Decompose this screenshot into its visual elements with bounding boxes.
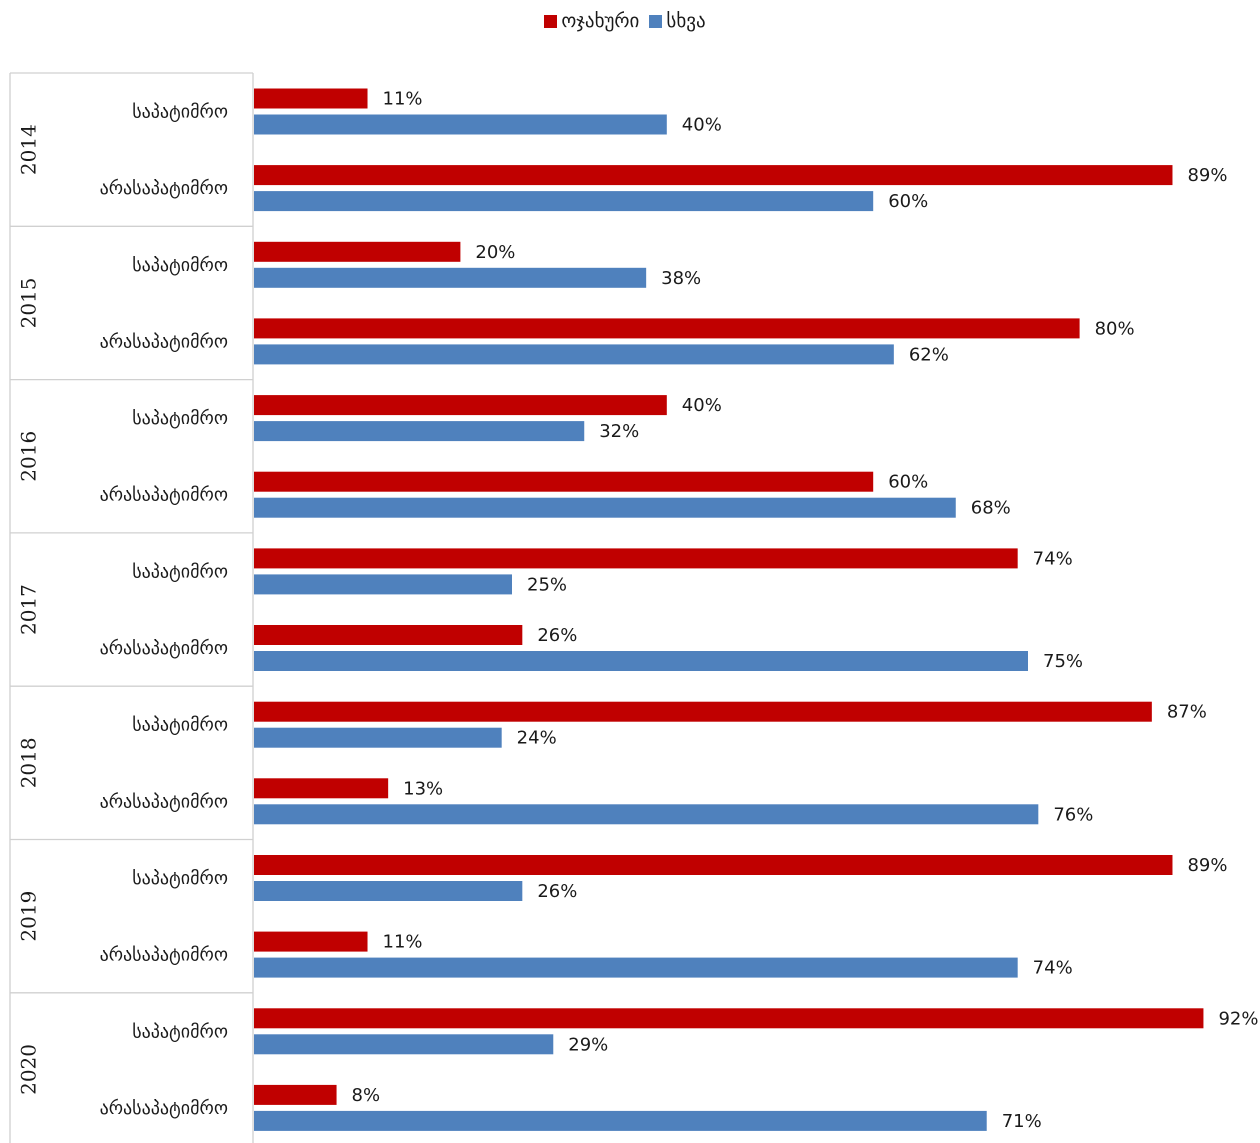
bar-family <box>254 1085 337 1105</box>
data-label: 62% <box>909 344 949 365</box>
data-label: 26% <box>537 625 577 646</box>
data-label: 89% <box>1187 165 1227 186</box>
subcategory-label: საპატიმრო <box>132 561 228 582</box>
year-label: 2020 <box>17 1044 41 1095</box>
bar-other <box>254 651 1028 671</box>
data-label: 76% <box>1053 804 1093 825</box>
bar-other <box>254 498 956 518</box>
year-label: 2019 <box>17 891 41 942</box>
bar-other <box>254 421 584 441</box>
subcategory-label: არასაპატიმრო <box>100 1098 228 1119</box>
bar-family <box>254 1008 1203 1028</box>
data-label: 71% <box>1002 1111 1042 1132</box>
data-label: 89% <box>1187 855 1227 876</box>
data-label: 75% <box>1043 651 1083 672</box>
bar-other <box>254 881 522 901</box>
bar-other <box>254 728 502 748</box>
data-label: 60% <box>888 191 928 212</box>
bar-family <box>254 242 460 262</box>
bar-family <box>254 472 873 492</box>
bar-family <box>254 778 388 798</box>
bar-family <box>254 855 1172 875</box>
bar-other <box>254 344 894 364</box>
bar-other <box>254 191 873 211</box>
bar-family <box>254 318 1080 338</box>
subcategory-label: არასაპატიმრო <box>100 178 228 199</box>
data-label: 20% <box>475 242 515 263</box>
bar-family <box>254 702 1152 722</box>
data-label: 74% <box>1033 958 1073 979</box>
data-label: 32% <box>599 421 639 442</box>
bar-other <box>254 1034 553 1054</box>
data-label: 11% <box>383 932 423 953</box>
bar-family <box>254 932 368 952</box>
subcategory-label: არასაპატიმრო <box>100 945 228 966</box>
data-label: 24% <box>517 728 557 749</box>
subcategory-label: საპატიმრო <box>132 255 228 276</box>
bar-other <box>254 115 667 135</box>
subcategory-label: საპატიმრო <box>132 102 228 123</box>
data-label: 80% <box>1095 318 1135 339</box>
data-label: 25% <box>527 574 567 595</box>
data-label: 60% <box>888 472 928 493</box>
data-label: 74% <box>1033 548 1073 569</box>
year-label: 2016 <box>17 431 41 482</box>
bar-family <box>254 548 1018 568</box>
bar-other <box>254 268 646 288</box>
data-label: 38% <box>661 268 701 289</box>
bar-family <box>254 165 1172 185</box>
subcategory-label: საპატიმრო <box>132 715 228 736</box>
data-label: 13% <box>403 778 443 799</box>
data-label: 8% <box>352 1085 381 1106</box>
bar-other <box>254 958 1018 978</box>
subcategory-label: არასაპატიმრო <box>100 791 228 812</box>
data-label: 92% <box>1218 1008 1258 1029</box>
bar-family <box>254 625 522 645</box>
subcategory-label: საპატიმრო <box>132 868 228 889</box>
subcategory-label: არასაპატიმრო <box>100 638 228 659</box>
data-label: 26% <box>537 881 577 902</box>
year-label: 2014 <box>17 124 41 175</box>
data-label: 40% <box>682 395 722 416</box>
subcategory-label: საპატიმრო <box>132 1021 228 1042</box>
year-label: 2018 <box>17 737 41 788</box>
bar-other <box>254 1111 987 1131</box>
data-label: 40% <box>682 115 722 136</box>
subcategory-label: საპატიმრო <box>132 408 228 429</box>
bar-family <box>254 395 667 415</box>
bar-other <box>254 574 512 594</box>
bar-other <box>254 804 1038 824</box>
year-label: 2015 <box>17 277 41 328</box>
data-label: 68% <box>971 498 1011 519</box>
bar-family <box>254 89 368 109</box>
year-label: 2017 <box>17 584 41 635</box>
data-label: 11% <box>383 89 423 110</box>
data-label: 87% <box>1167 702 1207 723</box>
subcategory-label: არასაპატიმრო <box>100 485 228 506</box>
subcategory-label: არასაპატიმრო <box>100 331 228 352</box>
data-label: 29% <box>568 1034 608 1055</box>
